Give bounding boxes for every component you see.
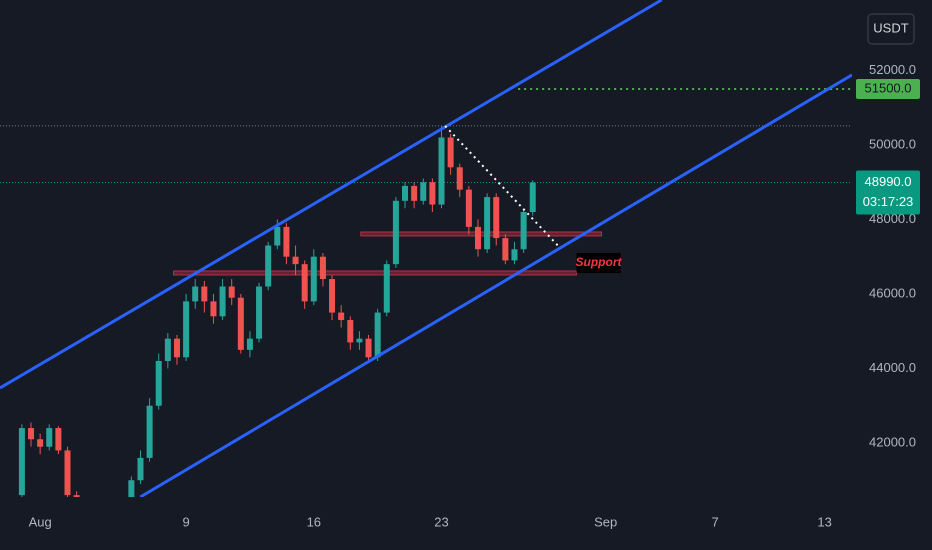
plot-area: Support	[0, 0, 852, 497]
candle-body	[310, 256, 317, 302]
y-tick-label: 52000.0	[869, 62, 916, 77]
candle-body	[246, 338, 253, 350]
candle-body	[392, 200, 399, 265]
zone-label-bg	[576, 252, 621, 273]
time-axis	[0, 497, 932, 550]
candle-body	[237, 297, 244, 350]
candle-body	[429, 182, 436, 205]
candle-body	[173, 338, 180, 358]
last-price-label: 48990.0	[865, 174, 912, 189]
countdown-label: 03:17:23	[863, 194, 914, 209]
candle-body	[283, 226, 290, 257]
candle-body	[511, 249, 518, 261]
x-tick-label: 13	[817, 514, 831, 529]
candle-body	[301, 264, 308, 302]
x-tick-label: Aug	[29, 514, 52, 529]
candle-body	[493, 197, 500, 239]
candle-body	[18, 428, 25, 496]
candle-body	[146, 405, 153, 458]
support-zone	[360, 231, 603, 237]
candle-body	[64, 450, 71, 496]
candle-body	[265, 245, 272, 287]
x-tick-label: 9	[182, 514, 189, 529]
candle-body	[201, 286, 208, 302]
trend-line	[139, 73, 852, 497]
candle-body	[347, 320, 354, 343]
candle-body	[274, 226, 281, 246]
candle-body	[529, 182, 536, 212]
candle-body	[374, 312, 381, 358]
y-tick-label: 50000.0	[869, 136, 916, 151]
candle-body	[210, 301, 217, 317]
candle-body	[256, 286, 263, 339]
candle-body	[55, 428, 62, 451]
x-tick-label: 7	[712, 514, 719, 529]
last-price-badge	[856, 170, 920, 215]
candle-body	[502, 238, 509, 261]
candle-body	[329, 279, 336, 313]
candle-body	[73, 495, 80, 497]
candle-body	[447, 137, 454, 168]
candle-body	[128, 480, 135, 497]
candle-body	[465, 189, 472, 227]
price-badge-label: 51500.0	[865, 80, 912, 95]
candle-body	[46, 428, 53, 447]
candle-body	[411, 185, 418, 201]
candle-body	[28, 428, 35, 440]
candle-body	[37, 439, 44, 447]
price-badge	[856, 79, 920, 100]
currency-label: USDT	[873, 20, 908, 35]
candle-body	[164, 338, 171, 362]
candle-body	[383, 264, 390, 313]
axes: Aug 9 16 23 Sep 7 13 42000.0 44000.0 46000.0 48000…	[0, 62, 932, 550]
candle-body	[219, 286, 226, 317]
candle-body	[474, 226, 481, 250]
candle-body	[137, 457, 144, 481]
y-tick-label: 42000.0	[869, 434, 916, 449]
candle-body	[438, 137, 445, 205]
candle-body	[192, 286, 199, 302]
candle-body	[456, 167, 463, 190]
candle-body	[292, 256, 299, 265]
candle-body	[365, 338, 372, 358]
candle-body	[356, 338, 363, 343]
candle-body	[420, 182, 427, 201]
trend-line	[0, 0, 663, 390]
y-tick-label: 46000.0	[869, 285, 916, 300]
candle-body	[228, 286, 235, 298]
x-tick-label: 16	[307, 514, 321, 529]
candle-body	[155, 361, 162, 406]
currency-button[interactable]	[867, 13, 915, 45]
x-tick-label: Sep	[594, 514, 617, 529]
candle-body	[183, 301, 190, 358]
candle-body	[338, 312, 345, 321]
candle-body	[402, 185, 409, 201]
candle-body	[319, 256, 326, 280]
y-tick-label: 48000.0	[869, 211, 916, 226]
candle-body	[484, 197, 491, 250]
candle-body	[520, 211, 527, 250]
x-tick-label: 23	[434, 514, 448, 529]
y-tick-label: 44000.0	[869, 360, 916, 375]
trend-line	[444, 125, 561, 249]
zone-label: Support	[576, 255, 623, 269]
